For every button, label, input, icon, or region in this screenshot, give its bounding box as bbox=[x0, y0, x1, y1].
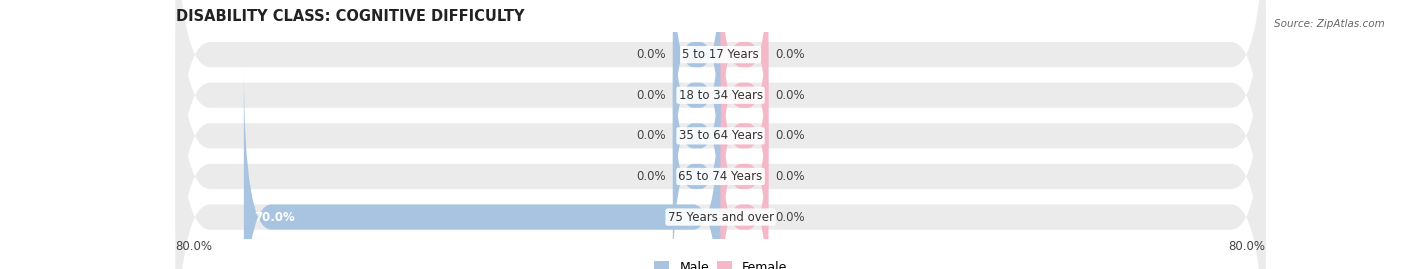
FancyBboxPatch shape bbox=[721, 0, 768, 164]
FancyBboxPatch shape bbox=[673, 27, 721, 245]
Text: 80.0%: 80.0% bbox=[1229, 240, 1265, 253]
FancyBboxPatch shape bbox=[721, 27, 768, 245]
FancyBboxPatch shape bbox=[673, 0, 721, 204]
FancyBboxPatch shape bbox=[243, 67, 721, 269]
Text: DISABILITY CLASS: COGNITIVE DIFFICULTY: DISABILITY CLASS: COGNITIVE DIFFICULTY bbox=[176, 9, 524, 24]
Text: 5 to 17 Years: 5 to 17 Years bbox=[682, 48, 759, 61]
Text: 0.0%: 0.0% bbox=[775, 89, 804, 102]
FancyBboxPatch shape bbox=[673, 0, 721, 164]
Text: 0.0%: 0.0% bbox=[637, 129, 666, 142]
Text: Source: ZipAtlas.com: Source: ZipAtlas.com bbox=[1274, 19, 1385, 29]
FancyBboxPatch shape bbox=[176, 0, 1265, 245]
Text: 18 to 34 Years: 18 to 34 Years bbox=[679, 89, 762, 102]
FancyBboxPatch shape bbox=[721, 67, 768, 269]
Legend: Male, Female: Male, Female bbox=[650, 256, 792, 269]
Text: 75 Years and over: 75 Years and over bbox=[668, 211, 773, 224]
Text: 0.0%: 0.0% bbox=[775, 129, 804, 142]
FancyBboxPatch shape bbox=[176, 0, 1265, 269]
FancyBboxPatch shape bbox=[721, 0, 768, 204]
Text: 70.0%: 70.0% bbox=[254, 211, 295, 224]
FancyBboxPatch shape bbox=[176, 0, 1265, 269]
FancyBboxPatch shape bbox=[673, 67, 721, 269]
Text: 0.0%: 0.0% bbox=[775, 170, 804, 183]
Text: 35 to 64 Years: 35 to 64 Years bbox=[679, 129, 762, 142]
FancyBboxPatch shape bbox=[176, 0, 1265, 269]
Text: 0.0%: 0.0% bbox=[637, 170, 666, 183]
Text: 65 to 74 Years: 65 to 74 Years bbox=[679, 170, 762, 183]
Text: 0.0%: 0.0% bbox=[775, 211, 804, 224]
Text: 80.0%: 80.0% bbox=[176, 240, 212, 253]
FancyBboxPatch shape bbox=[721, 108, 768, 269]
Text: 0.0%: 0.0% bbox=[775, 48, 804, 61]
FancyBboxPatch shape bbox=[176, 27, 1265, 269]
Text: 0.0%: 0.0% bbox=[637, 89, 666, 102]
Text: 0.0%: 0.0% bbox=[637, 48, 666, 61]
